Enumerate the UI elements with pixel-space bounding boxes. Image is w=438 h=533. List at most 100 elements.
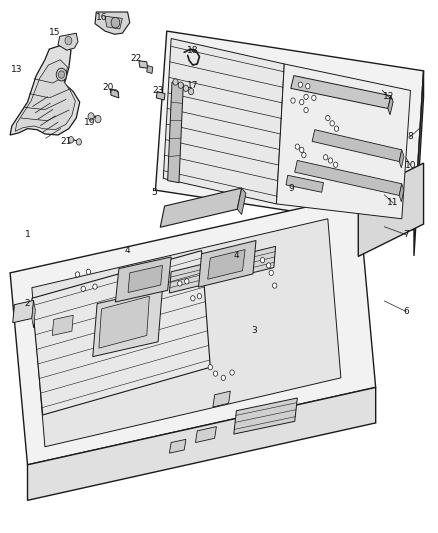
Text: 18: 18 [187,46,199,55]
Circle shape [173,79,178,85]
Circle shape [304,108,308,113]
Polygon shape [93,289,162,357]
Polygon shape [99,296,149,348]
Circle shape [178,281,182,286]
Text: 3: 3 [251,326,257,335]
Circle shape [269,270,273,276]
Text: 16: 16 [96,13,107,22]
Text: 1: 1 [25,230,30,239]
Text: 10: 10 [405,161,416,170]
Text: 22: 22 [131,54,142,63]
Circle shape [298,82,303,87]
Text: 13: 13 [11,64,23,74]
Text: 19: 19 [84,118,95,127]
Circle shape [323,155,328,160]
Polygon shape [286,175,323,192]
Circle shape [191,296,195,301]
Circle shape [230,370,234,375]
Text: 23: 23 [152,86,164,95]
Polygon shape [276,64,410,219]
Circle shape [58,71,64,78]
Circle shape [68,136,74,143]
Circle shape [188,88,194,95]
Polygon shape [198,240,256,287]
Circle shape [197,294,201,299]
Circle shape [88,113,94,120]
Polygon shape [234,398,297,434]
Polygon shape [295,160,402,196]
Text: 2: 2 [25,299,30,308]
Polygon shape [160,188,242,227]
Polygon shape [28,387,376,500]
Circle shape [221,375,226,381]
Circle shape [56,68,67,81]
Circle shape [333,162,338,167]
Polygon shape [163,38,284,204]
Circle shape [272,283,277,288]
Polygon shape [105,16,122,29]
Circle shape [266,263,271,268]
Circle shape [86,269,91,274]
Circle shape [93,284,97,289]
Polygon shape [358,163,424,256]
Text: 12: 12 [383,92,395,101]
Polygon shape [10,196,376,465]
Polygon shape [312,130,402,161]
Circle shape [81,286,85,292]
Polygon shape [388,96,393,115]
Circle shape [213,371,218,376]
Polygon shape [110,89,119,98]
Circle shape [65,36,72,45]
Circle shape [330,120,334,126]
Polygon shape [32,251,210,415]
Text: 21: 21 [60,137,71,146]
Circle shape [75,272,80,277]
Circle shape [260,257,265,263]
Circle shape [295,144,300,149]
Polygon shape [208,249,245,279]
Polygon shape [399,150,404,168]
Circle shape [325,115,330,120]
Circle shape [334,126,339,131]
Polygon shape [291,76,391,109]
Circle shape [111,17,120,28]
Text: 11: 11 [387,198,399,207]
Polygon shape [15,60,75,131]
Text: 8: 8 [408,132,413,141]
Text: 7: 7 [403,230,409,239]
Circle shape [185,279,189,284]
Circle shape [95,115,101,123]
Polygon shape [128,265,162,293]
Circle shape [300,147,304,152]
Polygon shape [170,246,276,293]
Circle shape [76,139,81,145]
Text: 20: 20 [102,83,113,92]
Polygon shape [95,12,130,34]
Circle shape [306,84,310,89]
Polygon shape [13,301,34,322]
Circle shape [300,100,304,105]
Polygon shape [156,92,165,100]
Polygon shape [237,188,246,215]
Polygon shape [414,71,424,256]
Polygon shape [147,66,153,74]
Polygon shape [32,219,341,447]
Polygon shape [58,33,78,50]
Circle shape [291,98,295,103]
Circle shape [312,95,316,101]
Circle shape [328,158,332,163]
Polygon shape [116,257,171,302]
Text: 5: 5 [152,188,158,197]
Text: 17: 17 [187,80,199,90]
Text: 15: 15 [49,28,60,37]
Polygon shape [195,426,216,442]
Polygon shape [168,82,184,183]
Circle shape [302,152,306,158]
Polygon shape [155,31,424,230]
Text: 4: 4 [233,252,239,261]
Circle shape [304,94,308,100]
Text: 9: 9 [288,183,294,192]
Text: 4: 4 [125,246,131,255]
Polygon shape [52,316,73,335]
Circle shape [208,365,212,370]
